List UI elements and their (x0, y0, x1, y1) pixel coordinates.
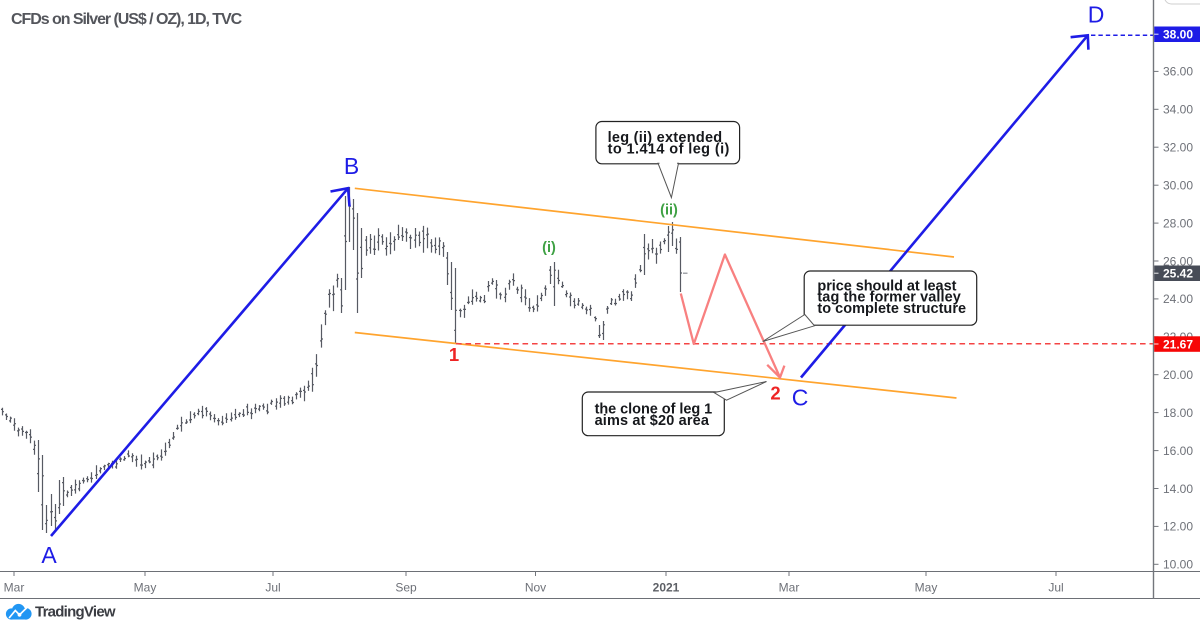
svg-text:C: C (792, 385, 809, 411)
svg-text:leg (ii) extended: leg (ii) extended (608, 130, 723, 146)
svg-text:20.00: 20.00 (1163, 368, 1193, 382)
svg-text:1: 1 (449, 344, 459, 365)
svg-text:12.00: 12.00 (1163, 520, 1193, 534)
svg-text:25.42: 25.42 (1163, 267, 1193, 281)
svg-text:(i): (i) (542, 240, 556, 256)
svg-text:21.67: 21.67 (1163, 337, 1193, 351)
svg-text:A: A (41, 542, 57, 568)
svg-text:2021: 2021 (653, 581, 680, 595)
svg-text:TradingView: TradingView (35, 604, 116, 621)
svg-text:36.00: 36.00 (1163, 65, 1193, 79)
svg-text:24.00: 24.00 (1163, 292, 1193, 306)
svg-text:38.00: 38.00 (1163, 28, 1193, 42)
svg-text:May: May (134, 581, 157, 595)
svg-text:14.00: 14.00 (1163, 482, 1193, 496)
svg-text:16.00: 16.00 (1163, 444, 1193, 458)
svg-text:Sep: Sep (395, 581, 417, 595)
svg-text:D: D (1088, 2, 1105, 28)
svg-text:32.00: 32.00 (1163, 141, 1193, 155)
svg-text:B: B (344, 153, 359, 179)
svg-text:the clone of leg 1: the clone of leg 1 (595, 401, 713, 417)
svg-text:30.00: 30.00 (1163, 179, 1193, 193)
svg-text:May: May (915, 581, 938, 595)
svg-text:CFDs on Silver (US$ / OZ), 1D,: CFDs on Silver (US$ / OZ), 1D, TVC (11, 11, 243, 28)
svg-text:2: 2 (770, 383, 780, 404)
svg-text:18.00: 18.00 (1163, 406, 1193, 420)
svg-text:34.00: 34.00 (1163, 103, 1193, 117)
svg-text:28.00: 28.00 (1163, 216, 1193, 230)
svg-text:price should at least: price should at least (817, 278, 956, 294)
svg-text:Jul: Jul (1048, 581, 1063, 595)
svg-text:tag the former valley: tag the former valley (817, 290, 961, 306)
svg-text:26.00: 26.00 (1163, 254, 1193, 268)
svg-text:Mar: Mar (4, 581, 25, 595)
svg-text:Jul: Jul (265, 581, 280, 595)
svg-text:to complete structure: to complete structure (817, 301, 966, 317)
svg-text:to 1.414 of leg (i): to 1.414 of leg (i) (608, 141, 730, 157)
svg-text:(ii): (ii) (660, 203, 678, 219)
svg-text:Mar: Mar (779, 581, 800, 595)
svg-text:Nov: Nov (525, 581, 546, 595)
svg-text:aims at $20 area: aims at $20 area (595, 413, 710, 429)
svg-text:10.00: 10.00 (1163, 558, 1193, 572)
